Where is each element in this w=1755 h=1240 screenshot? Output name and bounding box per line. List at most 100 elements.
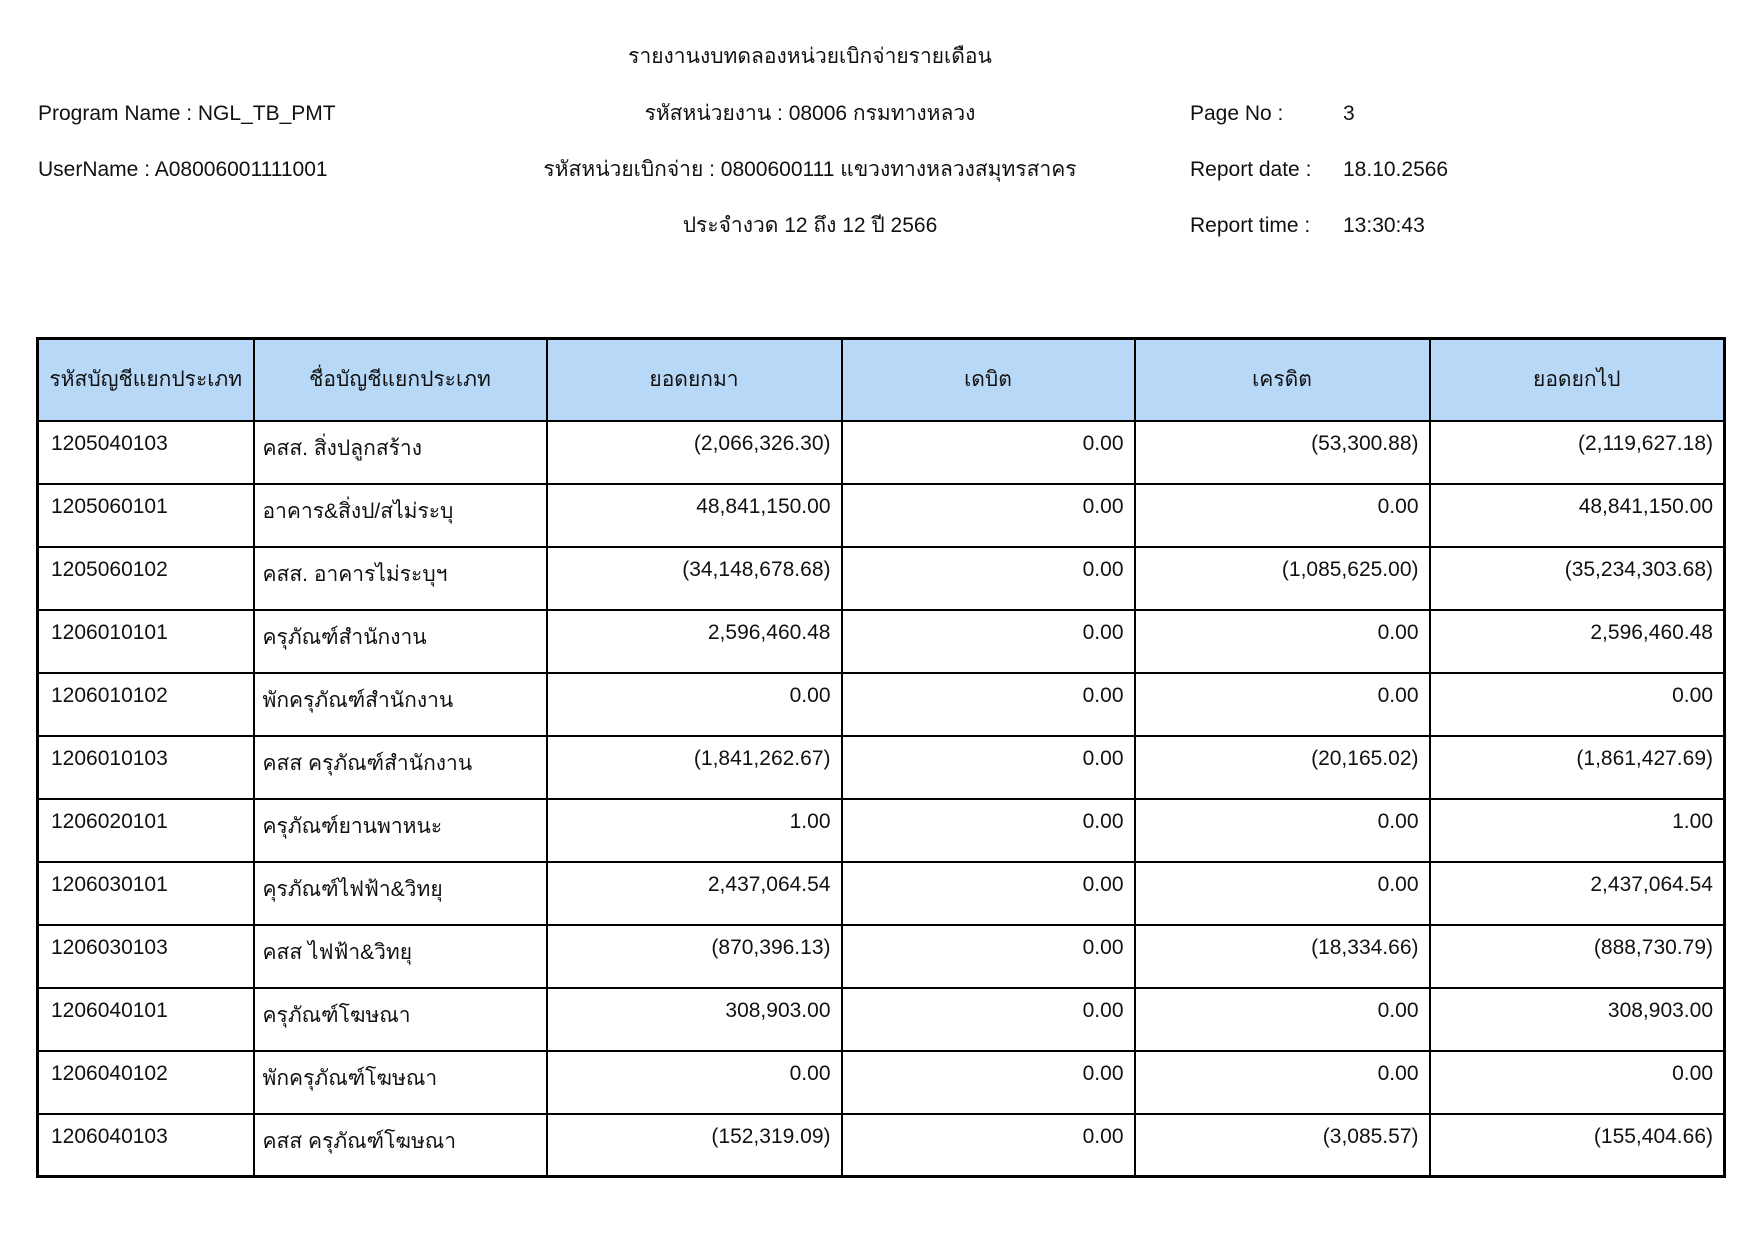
trial-balance-table: รหัสบัญชีแยกประเภท ชื่อบัญชีแยกประเภท ยอ… [36,337,1726,1178]
account-name-cell: คสส. สิ่งปลูกสร้าง [252,419,548,485]
report-title: รายงานงบทดลองหน่วยเบิกจ่ายรายเดือน [628,45,992,68]
table-row: 1206010103 คสส ครุภัณฑ์สำนักงาน (1,841,2… [36,734,1726,800]
table-row: 1206030101 คุรภัณฑ์ไฟฟ้า&วิทยุ 2,437,064… [36,860,1726,926]
beginning-balance-cell: 0.00 [545,671,843,737]
debit-cell: 0.00 [840,419,1136,485]
account-code-cell: 1206010102 [36,671,255,737]
credit-cell: (20,165.02) [1133,734,1431,800]
header-ending-balance: ยอดยกไป [1428,337,1726,422]
table-row: 1206030103 คสส ไฟฟ้า&วิทยุ (870,396.13) … [36,923,1726,989]
account-code-cell: 1206020101 [36,797,255,863]
credit-cell: 0.00 [1133,671,1431,737]
account-name-cell: คุรภัณฑ์ไฟฟ้า&วิทยุ [252,860,548,926]
username-value: A08006001111001 [154,158,328,181]
ending-balance-cell: 2,437,064.54 [1428,860,1726,926]
credit-cell: 0.00 [1133,1049,1431,1115]
credit-cell: (3,085.57) [1133,1112,1431,1178]
account-name-cell: ครุภัณฑ์ยานพาหนะ [252,797,548,863]
table-row: 1206040102 พักครุภัณฑ์โฆษณา 0.00 0.00 0.… [36,1049,1726,1115]
debit-cell: 0.00 [840,797,1136,863]
credit-cell: (18,334.66) [1133,923,1431,989]
account-name-cell: คสส ครุภัณฑ์โฆษณา [252,1112,548,1178]
account-name-cell: ครุภัณฑ์โฆษณา [252,986,548,1052]
account-name-cell: อาคาร&สิ่งป/สไม่ระบุ [252,482,548,548]
ending-balance-cell: (1,861,427.69) [1428,734,1726,800]
program-name-line: Program Name : NGL_TB_PMT [38,101,336,127]
beginning-balance-cell: (2,066,326.30) [545,419,843,485]
program-name-value: NGL_TB_PMT [197,102,336,125]
ending-balance-cell: 2,596,460.48 [1428,608,1726,674]
beginning-balance-cell: (1,841,262.67) [545,734,843,800]
debit-cell: 0.00 [840,734,1136,800]
table-row: 1206010101 ครุภัณฑ์สำนักงาน 2,596,460.48… [36,608,1726,674]
username-label: UserName : [38,158,151,181]
account-code-cell: 1206040103 [36,1112,255,1178]
header-account-code: รหัสบัญชีแยกประเภท [36,337,255,422]
beginning-balance-cell: 48,841,150.00 [545,482,843,548]
period-line: ประจำงวด 12 ถึง 12 ปี 2566 [682,214,938,237]
page-no-value: 3 [1343,102,1355,125]
account-code-cell: 1205060102 [36,545,255,611]
table-row: 1206020101 ครุภัณฑ์ยานพาหนะ 1.00 0.00 0.… [36,797,1726,863]
username-line: UserName : A08006001111001 [38,157,328,183]
report-time-label: Report time : [1190,214,1311,237]
beginning-balance-cell: 2,596,460.48 [545,608,843,674]
table-row: 1206040101 ครุภัณฑ์โฆษณา 308,903.00 0.00… [36,986,1726,1052]
report-header: รายงานงบทดลองหน่วยเบิกจ่ายรายเดือน Progr… [0,0,1755,300]
account-code-cell: 1206040102 [36,1049,255,1115]
account-name-cell: ครุภัณฑ์สำนักงาน [252,608,548,674]
table-row: 1206010102 พักครุภัณฑ์สำนักงาน 0.00 0.00… [36,671,1726,737]
credit-cell: 0.00 [1133,986,1431,1052]
account-code-cell: 1205040103 [36,419,255,485]
page-no-label: Page No : [1190,102,1284,125]
credit-cell: 0.00 [1133,860,1431,926]
ending-balance-cell: (35,234,303.68) [1428,545,1726,611]
table-body: 1205040103 คสส. สิ่งปลูกสร้าง (2,066,326… [36,419,1726,1178]
account-code-cell: 1206030103 [36,923,255,989]
report-time-value: 13:30:43 [1343,214,1425,237]
credit-cell: 0.00 [1133,797,1431,863]
account-name-cell: คสส ครุภัณฑ์สำนักงาน [252,734,548,800]
debit-cell: 0.00 [840,545,1136,611]
debit-cell: 0.00 [840,1049,1136,1115]
ending-balance-cell: 1.00 [1428,797,1726,863]
table-row: 1205060102 คสส. อาคารไม่ระบุฯ (34,148,67… [36,545,1726,611]
debit-cell: 0.00 [840,482,1136,548]
beginning-balance-cell: 1.00 [545,797,843,863]
account-name-cell: พักครุภัณฑ์สำนักงาน [252,671,548,737]
table-row: 1205040103 คสส. สิ่งปลูกสร้าง (2,066,326… [36,419,1726,485]
beginning-balance-cell: 0.00 [545,1049,843,1115]
account-code-cell: 1205060101 [36,482,255,548]
ending-balance-cell: 0.00 [1428,1049,1726,1115]
header-beginning-balance: ยอดยกมา [545,337,843,422]
credit-cell: 0.00 [1133,608,1431,674]
report-date-value: 18.10.2566 [1343,158,1449,181]
ending-balance-cell: 48,841,150.00 [1428,482,1726,548]
beginning-balance-cell: 308,903.00 [545,986,843,1052]
beginning-balance-cell: (152,319.09) [545,1112,843,1178]
header-credit: เครดิต [1133,337,1431,422]
header-account-name: ชื่อบัญชีแยกประเภท [252,337,548,422]
ending-balance-cell: 0.00 [1428,671,1726,737]
debit-cell: 0.00 [840,860,1136,926]
ending-balance-cell: (155,404.66) [1428,1112,1726,1178]
program-name-label: Program Name : [38,102,193,125]
account-code-cell: 1206010101 [36,608,255,674]
disbursement-unit-line: รหัสหน่วยเบิกจ่าย : 0800600111 แขวงทางหล… [543,158,1077,181]
table-header-row: รหัสบัญชีแยกประเภท ชื่อบัญชีแยกประเภท ยอ… [36,337,1726,422]
debit-cell: 0.00 [840,1112,1136,1178]
credit-cell: 0.00 [1133,482,1431,548]
ending-balance-cell: (888,730.79) [1428,923,1726,989]
debit-cell: 0.00 [840,608,1136,674]
table-row: 1206040103 คสส ครุภัณฑ์โฆษณา (152,319.09… [36,1112,1726,1178]
debit-cell: 0.00 [840,671,1136,737]
beginning-balance-cell: 2,437,064.54 [545,860,843,926]
account-code-cell: 1206040101 [36,986,255,1052]
header-debit: เดบิต [840,337,1136,422]
beginning-balance-cell: (870,396.13) [545,923,843,989]
account-name-cell: คสส. อาคารไม่ระบุฯ [252,545,548,611]
report-date-label: Report date : [1190,158,1312,181]
account-code-cell: 1206010103 [36,734,255,800]
credit-cell: (53,300.88) [1133,419,1431,485]
